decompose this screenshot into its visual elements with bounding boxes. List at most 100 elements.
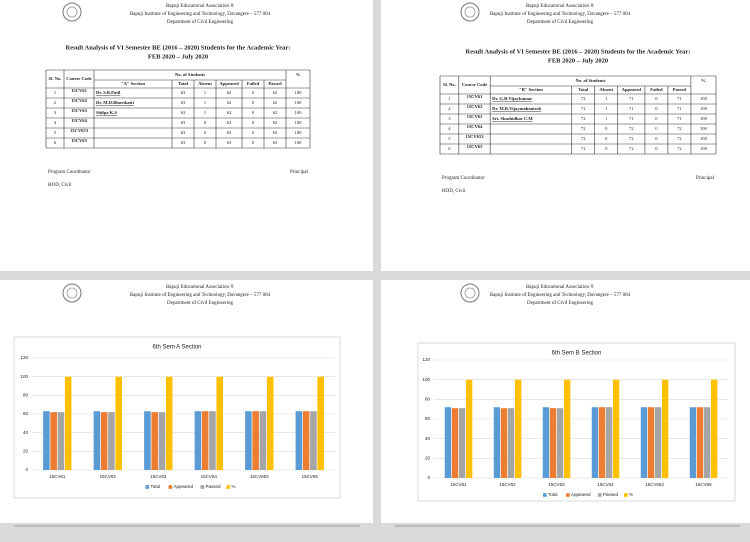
bar xyxy=(465,379,473,478)
bar xyxy=(158,412,166,470)
table-header: Total xyxy=(578,87,589,92)
table-cell: 63 xyxy=(181,140,186,145)
x-tick-label: 15CV63 xyxy=(150,474,167,479)
legend-label: % xyxy=(629,492,633,497)
bar xyxy=(458,408,466,478)
table-cell: 15CV63 xyxy=(467,114,484,119)
table-header: Appeared xyxy=(219,81,239,86)
y-tick-label: 40 xyxy=(23,430,29,435)
bar xyxy=(302,411,310,470)
table-cell: 62 xyxy=(227,110,232,115)
table-cell: 0 xyxy=(204,120,207,125)
table-cell: 62 xyxy=(227,90,232,95)
table-cell: 0 xyxy=(204,140,207,145)
legend-label: Passed xyxy=(206,484,222,489)
table-cell: 6 xyxy=(448,146,451,151)
table-cell: 100 xyxy=(700,126,708,131)
table-cell: 63 xyxy=(181,100,186,105)
table-cell: 0 xyxy=(655,146,658,151)
footer-text: Principal xyxy=(696,176,715,181)
title: FEB 2020 – July 2020 xyxy=(548,57,608,64)
logo xyxy=(66,287,78,299)
bar xyxy=(252,411,259,470)
table-cell: 72 xyxy=(677,146,682,151)
footer-text: HOD, Civil xyxy=(48,183,72,188)
table-cell: 63 xyxy=(273,120,278,125)
bar xyxy=(93,411,101,470)
footer-text: Program Coordinator xyxy=(48,170,91,175)
bar xyxy=(165,376,173,470)
table-cell: 15CV64 xyxy=(467,124,484,129)
y-tick-label: 0 xyxy=(25,467,28,472)
bar xyxy=(556,408,564,478)
x-tick-label: 15CV65 xyxy=(695,482,712,487)
table-cell: 63 xyxy=(227,130,232,135)
table-header: No. of Students xyxy=(576,78,606,83)
table-header: % xyxy=(296,72,301,77)
title: Result Analysis of VI Semester BE (2016 … xyxy=(466,48,691,55)
bar xyxy=(259,411,267,470)
table-cell: 71 xyxy=(629,96,634,101)
table-cell: 1 xyxy=(54,90,57,95)
table-header: Course Code xyxy=(462,82,487,87)
table-cell: 2 xyxy=(54,100,57,105)
y-tick-label: 40 xyxy=(425,436,431,441)
header-line: Department of Civil Engineering xyxy=(167,20,233,25)
table-cell: 0 xyxy=(605,136,608,141)
table-header: Sl. No. xyxy=(49,76,62,81)
x-tick-label: 15CV64 xyxy=(201,474,218,479)
table-cell: 0 xyxy=(252,130,255,135)
table-cell: 72 xyxy=(629,136,634,141)
table-cell: 72 xyxy=(677,126,682,131)
table-cell: 71 xyxy=(677,116,682,121)
table-cell: 6 xyxy=(54,140,57,145)
bar xyxy=(64,376,72,470)
table-cell: 15CV65 xyxy=(71,138,88,143)
table-cell: 0 xyxy=(605,126,608,131)
bar xyxy=(216,376,223,470)
y-tick-label: 20 xyxy=(23,449,29,454)
bar xyxy=(43,411,50,470)
table-cell: 63 xyxy=(227,120,232,125)
table-cell: 63 xyxy=(181,130,186,135)
table-header: Total xyxy=(178,81,189,86)
table-header: Sl. No. xyxy=(443,82,456,87)
table-cell: 71 xyxy=(629,106,634,111)
page xyxy=(0,0,373,271)
table-cell: 72 xyxy=(581,146,586,151)
x-tick-label: 15CV61 xyxy=(49,474,66,479)
legend-label: % xyxy=(232,484,236,489)
table-cell: 1 xyxy=(448,96,451,101)
bar xyxy=(317,376,324,470)
table-cell: 0 xyxy=(252,100,255,105)
table-cell: 0 xyxy=(655,136,658,141)
table-cell: 0 xyxy=(655,116,658,121)
bar xyxy=(444,407,452,478)
bar xyxy=(500,408,508,478)
table-cell: 72 xyxy=(581,96,586,101)
table-cell: 63 xyxy=(273,140,278,145)
faculty-name: Sri. Shashidhar C.M xyxy=(492,116,533,121)
bar xyxy=(696,407,704,478)
table-cell: 0 xyxy=(252,140,255,145)
bar xyxy=(310,411,317,470)
table-cell: 1 xyxy=(204,90,207,95)
bar xyxy=(710,379,718,478)
table-cell: 5 xyxy=(54,130,57,135)
footer-text: Program Coordinator xyxy=(442,176,485,181)
chart-title: 6th Sem B Section xyxy=(552,351,602,357)
logo xyxy=(460,2,480,22)
y-tick-label: 0 xyxy=(427,475,430,480)
table-cell: 72 xyxy=(581,116,586,121)
bar xyxy=(57,412,65,470)
table-header: Passed xyxy=(268,81,282,86)
bar xyxy=(549,408,557,478)
table-cell: 0 xyxy=(655,106,658,111)
legend-swatch xyxy=(226,485,231,489)
table-cell: 0 xyxy=(204,130,207,135)
table-cell: 72 xyxy=(677,136,682,141)
bar xyxy=(507,408,515,478)
x-tick-label: 15CV62 xyxy=(499,482,516,487)
header-line: Department of Civil Engineering xyxy=(167,301,233,306)
legend-swatch xyxy=(566,493,570,497)
